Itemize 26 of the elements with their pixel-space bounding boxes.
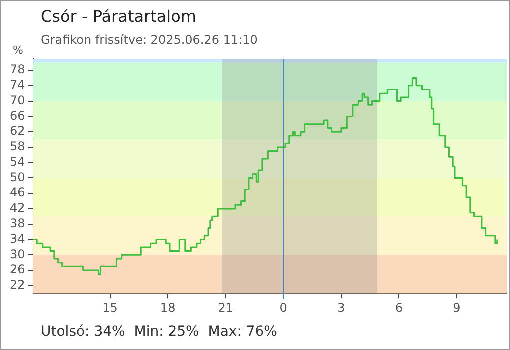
y-tick-label: 54: [10, 154, 26, 169]
y-tick-label: 46: [10, 186, 26, 200]
chart-subtitle: Grafikon frissítve: 2025.06.26 11:10: [41, 33, 258, 47]
y-tick-label: 50: [10, 170, 26, 184]
x-tick-label: 9: [453, 300, 461, 315]
x-tick-label: 21: [218, 300, 234, 315]
y-tick-label: 78: [10, 62, 26, 77]
x-tick-label: 3: [338, 300, 346, 315]
x-tick-label: 15: [102, 300, 118, 315]
y-tick-label: 34: [10, 232, 26, 246]
y-tick-label: 22: [10, 278, 26, 292]
y-tick-label: 26: [10, 262, 26, 277]
y-tick-label: 38: [10, 216, 26, 230]
y-tick-label: 42: [10, 201, 26, 216]
y-tick-label: 62: [10, 124, 26, 138]
x-tick-label: 0: [280, 300, 288, 315]
y-axis-title: %: [13, 44, 24, 57]
y-tick-label: 66: [10, 108, 26, 123]
x-tick-label: 18: [160, 300, 176, 315]
text: Utolsó: 34% Min: 25% Max: 76%: [41, 324, 278, 340]
chart-title: Csór - Páratartalom: [41, 7, 196, 26]
y-tick-label: 30: [10, 247, 26, 262]
x-tick-label: 6: [395, 300, 403, 315]
y-tick-label: 70: [10, 93, 26, 108]
y-tick-label: 58: [10, 140, 26, 154]
y-tick-label: 74: [10, 78, 26, 92]
